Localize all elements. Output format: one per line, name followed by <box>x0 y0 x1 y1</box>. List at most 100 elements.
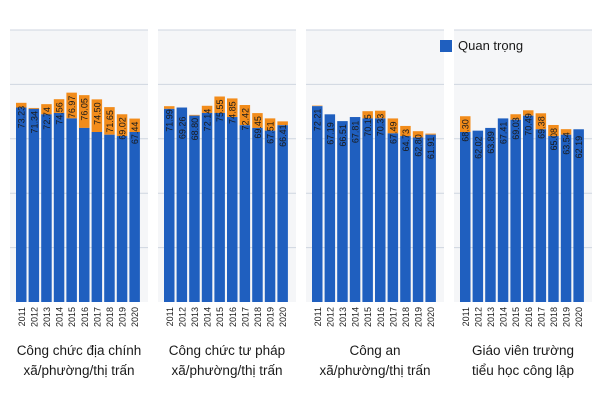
bar-lower-segment <box>400 136 411 302</box>
year-tick-label: 2016 <box>228 307 238 327</box>
year-tick-label: 2016 <box>376 307 386 327</box>
group-label-line-1: Công chức tư pháp <box>169 343 285 358</box>
year-tick-label: 2015 <box>511 307 521 327</box>
bar-lower-segment <box>277 125 288 302</box>
bar-upper-segment <box>425 134 436 135</box>
data-label: 67.41 <box>499 122 509 145</box>
data-label: 72.21 <box>313 109 323 132</box>
data-label: 67.49 <box>388 121 398 144</box>
bar-lower-segment <box>202 113 213 302</box>
year-tick-label: 2019 <box>414 307 424 327</box>
bar-lower-segment <box>41 114 52 302</box>
panel-2: 71.99201169.26201268.80201372.14201475.5… <box>158 30 296 378</box>
bar-lower-segment <box>265 131 276 302</box>
bar-lower-segment <box>413 137 424 302</box>
bar-upper-segment <box>29 108 39 109</box>
year-tick-label: 2011 <box>313 307 323 326</box>
year-tick-label: 2019 <box>118 307 128 327</box>
bar-lower-segment <box>252 128 263 302</box>
bar-lower-segment <box>54 113 65 302</box>
year-tick-label: 2017 <box>92 307 102 327</box>
data-label: 67.44 <box>130 122 140 145</box>
data-label: 63.89 <box>486 131 496 154</box>
year-tick-label: 2017 <box>240 307 250 327</box>
data-label: 72.14 <box>203 109 213 132</box>
year-tick-label: 2020 <box>130 307 140 327</box>
bar-lower-segment <box>16 108 27 302</box>
data-label: 69.26 <box>177 117 187 140</box>
data-label: 64.73 <box>401 129 411 152</box>
legend-label: Quan trọng <box>458 38 523 53</box>
bar-lower-segment <box>227 117 238 302</box>
year-tick-label: 2012 <box>177 307 187 327</box>
data-label: 69.45 <box>253 116 263 139</box>
bar-lower-segment <box>498 118 509 302</box>
bar-lower-segment <box>92 132 103 302</box>
bar-lower-segment <box>548 136 559 302</box>
data-label: 71.65 <box>105 110 115 133</box>
bar-lower-segment <box>388 133 399 302</box>
data-label: 71.99 <box>165 109 175 132</box>
year-tick-label: 2015 <box>215 307 225 327</box>
year-tick-label: 2011 <box>165 307 175 326</box>
year-tick-label: 2014 <box>499 307 509 327</box>
year-tick-label: 2013 <box>486 307 496 327</box>
bar-lower-segment <box>312 106 323 302</box>
year-tick-label: 2013 <box>42 307 52 327</box>
year-tick-label: 2018 <box>105 307 115 327</box>
data-label: 63.54 <box>562 132 572 155</box>
year-tick-label: 2017 <box>388 307 398 327</box>
data-label: 62.19 <box>574 136 584 159</box>
group-label-line-2: xã/phường/thị trấn <box>24 363 135 378</box>
data-label: 75.55 <box>215 100 225 123</box>
year-tick-label: 2020 <box>278 307 288 327</box>
group-label-line-1: Công chức địa chính <box>17 343 142 358</box>
group-label-line-2: tiểu học công lập <box>472 363 574 378</box>
data-label: 69.03 <box>511 117 521 140</box>
data-label: 71.34 <box>29 111 39 134</box>
bar-lower-segment <box>66 118 77 302</box>
year-tick-label: 2014 <box>203 307 213 327</box>
year-tick-label: 2017 <box>536 307 546 327</box>
year-tick-label: 2011 <box>461 307 471 326</box>
bar-lower-segment <box>375 118 386 302</box>
bar-lower-segment <box>164 109 175 302</box>
year-tick-label: 2015 <box>67 307 77 327</box>
bar-upper-segment <box>312 106 323 107</box>
bar-lower-segment <box>523 116 534 302</box>
bar-lower-segment <box>189 116 200 302</box>
year-tick-label: 2015 <box>363 307 373 327</box>
bar-lower-segment <box>117 136 128 302</box>
bar-lower-segment <box>214 113 225 302</box>
year-tick-label: 2014 <box>55 307 65 327</box>
year-tick-label: 2018 <box>253 307 263 327</box>
data-label: 62.80 <box>414 134 424 157</box>
year-tick-label: 2016 <box>80 307 90 327</box>
year-tick-label: 2020 <box>426 307 436 327</box>
group-label-line-1: Giáo viên trường <box>472 343 574 358</box>
data-label: 68.30 <box>461 119 471 142</box>
data-label: 74.50 <box>92 102 102 125</box>
year-tick-label: 2020 <box>574 307 584 327</box>
data-label: 70.15 <box>363 114 373 137</box>
bar-lower-segment <box>350 117 361 302</box>
data-label: 67.19 <box>325 122 335 145</box>
bar-lower-segment <box>104 135 115 302</box>
bar-upper-segment <box>189 115 200 116</box>
bar-lower-segment <box>337 121 348 302</box>
bar-lower-segment <box>240 125 251 302</box>
data-label: 62.02 <box>473 136 483 159</box>
panel-4: 68.30201162.02201263.89201367.41201469.0… <box>454 30 592 378</box>
data-label: 76.05 <box>80 98 90 121</box>
data-label: 69.02 <box>118 117 128 140</box>
data-label: 72.74 <box>42 107 52 130</box>
bar-upper-segment <box>164 106 175 109</box>
data-label: 68.80 <box>190 118 200 141</box>
data-label: 67.81 <box>351 121 361 144</box>
bar-lower-segment <box>536 129 547 302</box>
data-label: 66.41 <box>278 124 288 147</box>
group-label-line-2: xã/phường/thị trấn <box>320 363 431 378</box>
bar-lower-segment <box>510 120 521 302</box>
